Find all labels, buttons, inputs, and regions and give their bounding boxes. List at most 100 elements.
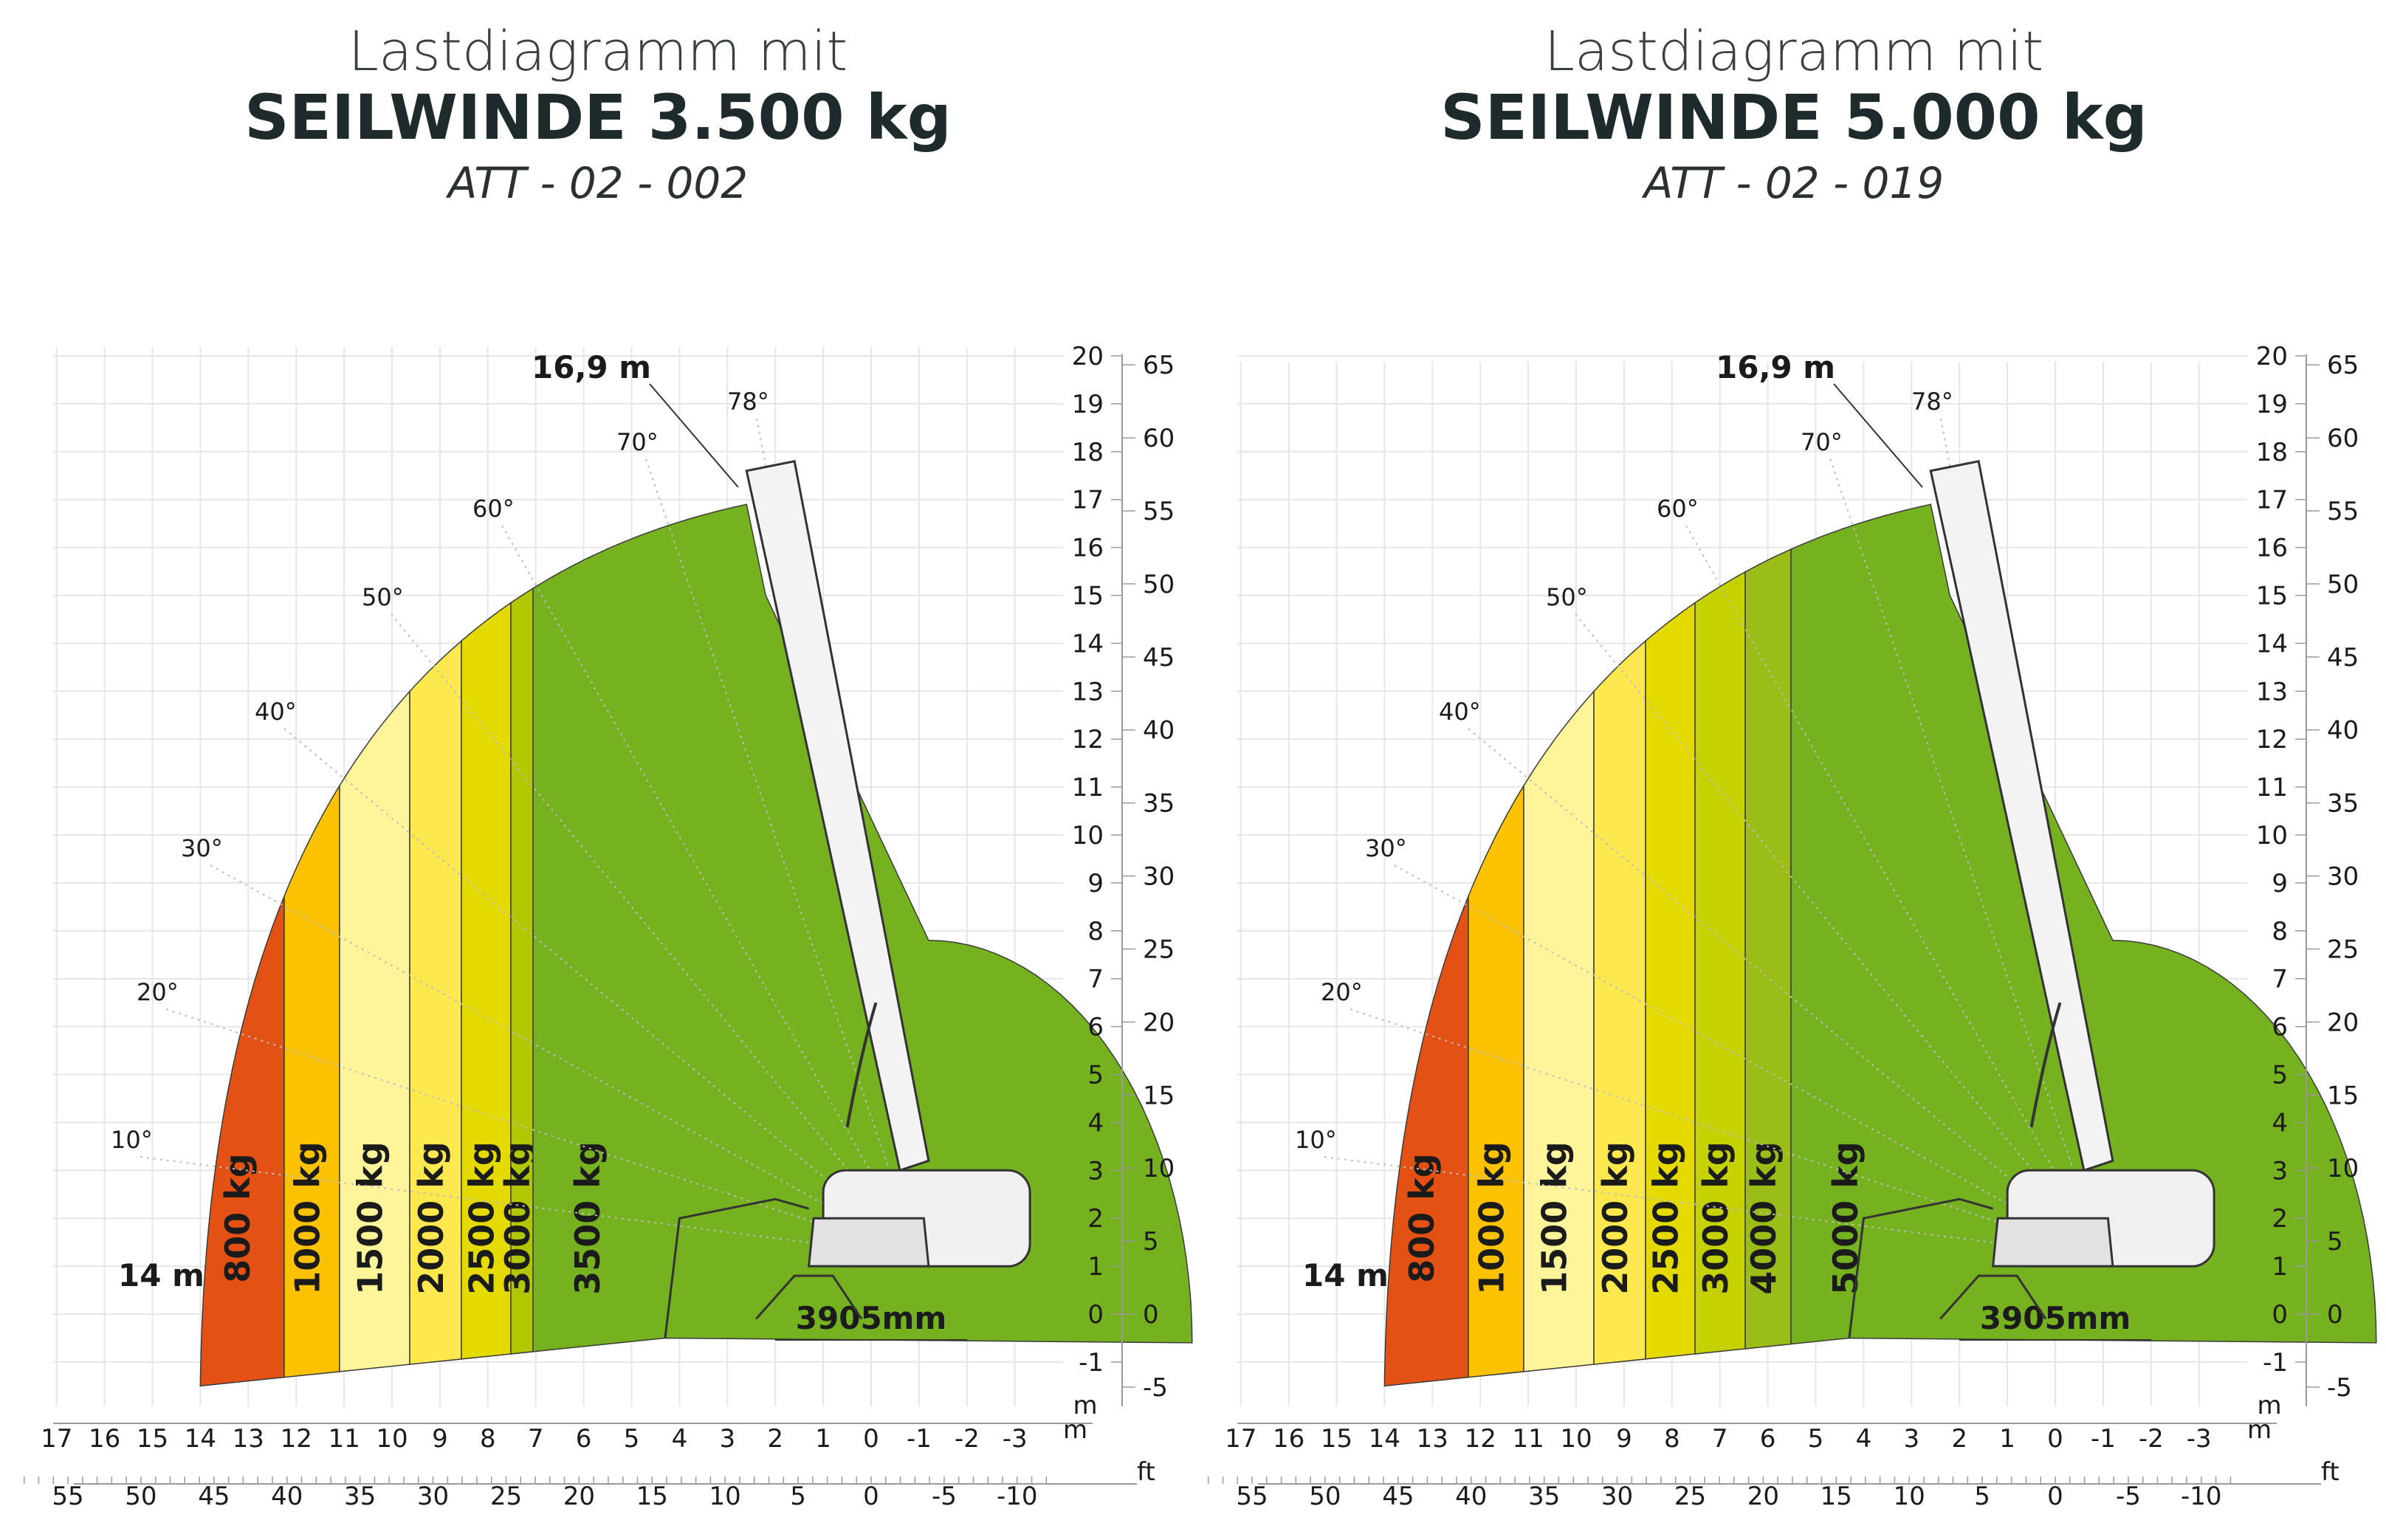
- x-tick-m: 8: [1664, 1424, 1680, 1454]
- max-height-leader: [649, 383, 739, 488]
- zone-label: 1000 kg: [1472, 1141, 1512, 1295]
- zone-label: 5000 kg: [1826, 1141, 1866, 1295]
- y-tick-m: 17: [2256, 486, 2288, 515]
- angle-label: 10°: [111, 1126, 153, 1154]
- x-tick-m: -3: [1003, 1424, 1028, 1454]
- load-zone: [409, 639, 462, 1365]
- x-tick-ft: 55: [52, 1482, 83, 1511]
- angle-guide-line: [391, 613, 920, 1257]
- x-tick-m: 17: [1225, 1424, 1256, 1454]
- max-height-label: 16,9 m: [532, 349, 651, 385]
- x-tick-ft: -5: [2116, 1482, 2141, 1511]
- y-tick-m: 5: [1087, 1061, 1104, 1090]
- y-tick-m: 3: [2272, 1156, 2288, 1186]
- y-tick-m: 0: [2272, 1300, 2288, 1330]
- y-tick-m: 5: [2272, 1061, 2288, 1090]
- x-tick-m: 15: [1321, 1424, 1352, 1454]
- y-tick-m: 8: [2272, 917, 2288, 946]
- x-tick-m: 3: [719, 1424, 735, 1454]
- x-tick-ft: 55: [1236, 1482, 1268, 1511]
- x-tick-m: 16: [89, 1424, 120, 1454]
- y-tick-m: 14: [1072, 629, 1104, 659]
- y-tick-m: 18: [2256, 438, 2288, 467]
- y-tick-m: 9: [1087, 869, 1104, 898]
- x-tick-ft: -10: [997, 1482, 1038, 1511]
- y-tick-m: 1: [2272, 1252, 2288, 1282]
- max-height-label: 16,9 m: [1716, 349, 1835, 385]
- x-tick-m: -1: [907, 1424, 932, 1454]
- y-tick-m: 11: [2256, 773, 2288, 802]
- y-tick-m: 2: [2272, 1204, 2288, 1234]
- x-tick-m: 0: [2047, 1424, 2063, 1454]
- angle-guide-line: [210, 864, 920, 1257]
- x-tick-ft: 30: [417, 1482, 449, 1511]
- x-tick-m: 10: [376, 1424, 408, 1454]
- x-tick-m: 12: [281, 1424, 312, 1454]
- x-tick-ft: 20: [563, 1482, 595, 1511]
- x-tick-m: 13: [1417, 1424, 1448, 1454]
- y-tick-ft: 60: [2327, 424, 2359, 453]
- angle-guide-line: [645, 458, 920, 1257]
- y-tick-ft: 40: [2327, 716, 2359, 746]
- x-tick-ft: 40: [1455, 1482, 1487, 1511]
- x-tick-m: 13: [233, 1424, 264, 1454]
- chart-subtitle: SEILWINDE 3.500 kg: [244, 81, 952, 154]
- x-tick-ft: -10: [2181, 1482, 2222, 1511]
- zone-label: 1000 kg: [288, 1141, 328, 1295]
- angle-label: 70°: [616, 428, 659, 456]
- jib: [664, 1197, 810, 1338]
- y-tick-ft: 0: [2327, 1300, 2343, 1330]
- x-unit-m: m: [1063, 1415, 1087, 1445]
- y-tick-ft: 0: [1143, 1300, 1159, 1330]
- x-tick-m: 14: [185, 1424, 216, 1454]
- y-tick-ft: 30: [1143, 862, 1175, 892]
- track-width-label: 3905mm: [1980, 1300, 2131, 1336]
- chart-title: Lastdiagramm mit: [348, 20, 848, 83]
- y-tick-m: 20: [2256, 342, 2288, 371]
- x-tick-ft: 15: [636, 1482, 668, 1511]
- y-tick-ft: 5: [1143, 1227, 1159, 1257]
- y-tick-ft: 65: [2327, 351, 2359, 380]
- title-block-right: Lastdiagramm mit SEILWINDE 5.000 kg ATT …: [1314, 20, 2274, 216]
- y-tick-ft: 40: [1143, 716, 1175, 746]
- x-tick-m: 2: [767, 1424, 783, 1454]
- angle-label: 30°: [1365, 834, 1407, 862]
- y-tick-m: 0: [1087, 1300, 1104, 1330]
- x-tick-m: 11: [1512, 1424, 1544, 1454]
- y-tick-m: 8: [1087, 917, 1104, 946]
- angle-label: 78°: [1911, 388, 1953, 416]
- angle-label: 50°: [362, 583, 404, 611]
- max-height-leader: [1833, 383, 1923, 488]
- y-tick-ft: 5: [2327, 1227, 2343, 1257]
- x-tick-m: 12: [1465, 1424, 1496, 1454]
- angle-guide-line: [1575, 613, 2104, 1257]
- y-tick-m: 20: [1072, 342, 1104, 371]
- angle-label: 50°: [1546, 583, 1588, 611]
- x-unit-ft: ft: [2321, 1457, 2339, 1487]
- x-tick-m: 10: [1560, 1424, 1592, 1454]
- x-tick-ft: 30: [1601, 1482, 1633, 1511]
- angle-guide-line: [1324, 1156, 2104, 1258]
- load-zone: [1383, 896, 1469, 1387]
- x-tick-ft: 0: [863, 1482, 879, 1511]
- y-tick-ft: 15: [1143, 1081, 1175, 1110]
- load-zone: [1790, 503, 2377, 1345]
- x-tick-m: 3: [1903, 1424, 1919, 1454]
- x-tick-m: 14: [1369, 1424, 1400, 1454]
- y-tick-m: -1: [1079, 1348, 1104, 1378]
- angle-guide-line: [501, 525, 920, 1257]
- x-unit-ft: ft: [1137, 1457, 1155, 1487]
- x-tick-m: -2: [2139, 1424, 2164, 1454]
- y-tick-m: 16: [1072, 534, 1104, 563]
- y-tick-m: 15: [1072, 582, 1104, 611]
- angle-label: 10°: [1295, 1126, 1337, 1154]
- rotation-arrow: [2029, 1002, 2062, 1128]
- zone-label: 3000 kg: [1696, 1141, 1736, 1295]
- y-unit-m: m: [2257, 1391, 2281, 1420]
- x-tick-m: 6: [576, 1424, 592, 1454]
- y-tick-m: 7: [1087, 965, 1104, 994]
- angle-label: 20°: [137, 978, 179, 1006]
- y-tick-ft: 20: [1143, 1008, 1175, 1037]
